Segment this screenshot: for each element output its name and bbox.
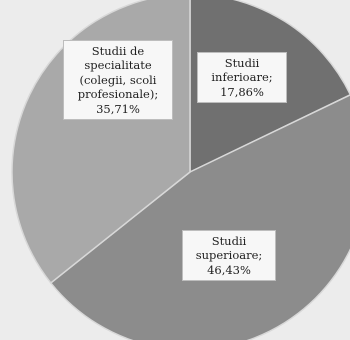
slice-label-line: superioare; <box>195 248 263 263</box>
slice-label-line: Studii <box>224 56 260 70</box>
slice-label-line: (colegii, scoli <box>79 72 157 87</box>
slice-label-specialitate: Studii de specialitate (colegii, scoli p… <box>63 40 173 120</box>
slice-label-line: 35,71% <box>96 101 140 116</box>
slice-label-inferioare: Studii inferioare; 17,86% <box>197 52 287 104</box>
slice-label-line: inferioare; <box>211 70 273 85</box>
slice-label-line: 46,43% <box>207 262 251 277</box>
slice-label-line: specialitate <box>84 58 152 73</box>
slice-label-superioare: Studii superioare; 46,43% <box>182 230 276 282</box>
slice-label-line: Studii <box>211 234 247 248</box>
slice-label-line: 17,86% <box>220 84 264 99</box>
slice-label-line: Studii de <box>91 44 145 58</box>
slice-label-line: profesionale); <box>77 87 159 102</box>
